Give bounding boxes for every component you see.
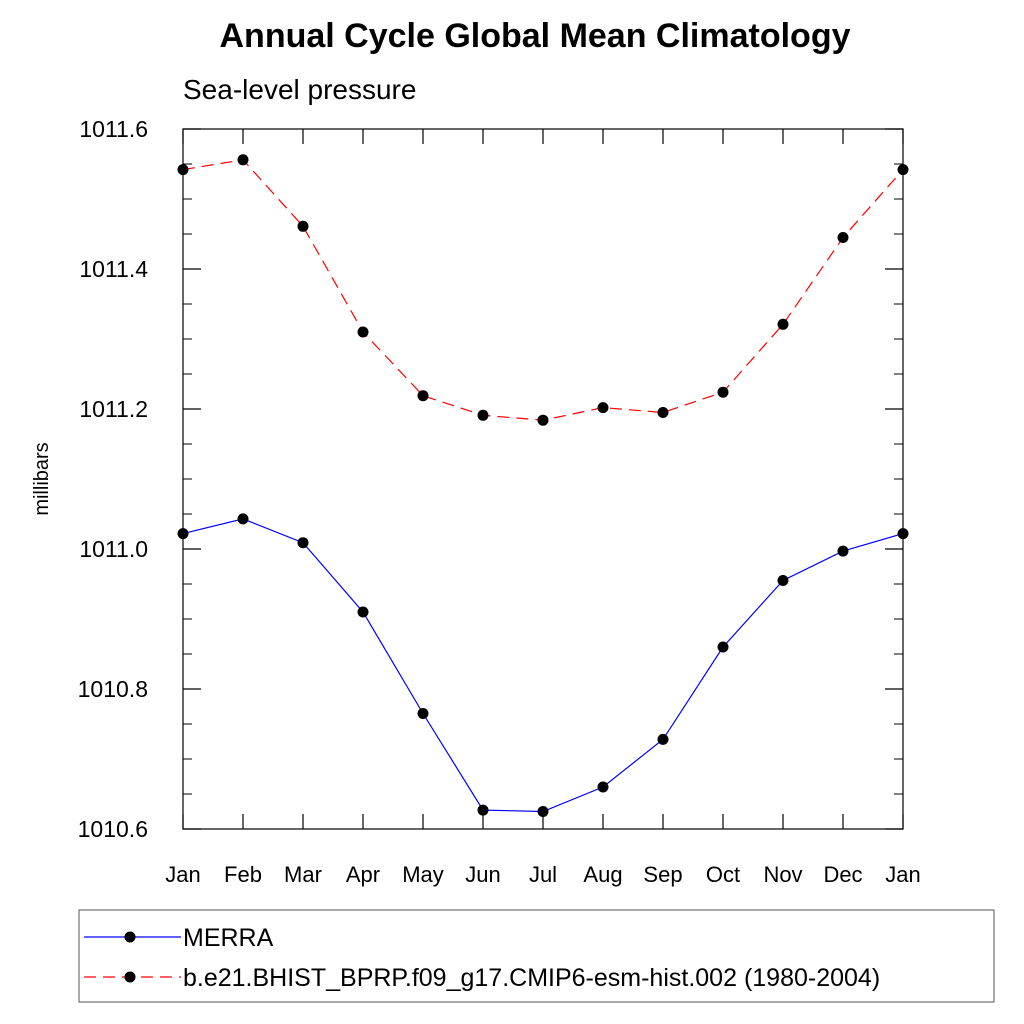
data-point (597, 402, 609, 414)
x-tick-labels: Jan Feb Mar Apr May Jun Jul Aug Sep Oct Nov Dec Jan (165, 862, 920, 887)
data-point (297, 537, 309, 549)
series-layer (177, 154, 909, 817)
x-tick-label: Jan (885, 862, 920, 887)
data-point (657, 407, 669, 418)
series-line (182, 518, 904, 813)
x-tick-label: Nov (763, 862, 802, 887)
chart-title: Annual Cycle Global Mean Climatology (220, 17, 851, 55)
data-point (537, 414, 549, 426)
x-tick-label: Aug (583, 862, 622, 887)
legend-label: MERRA (183, 924, 274, 952)
axis-ticks (182, 128, 904, 830)
y-tick-label: 1011.6 (79, 116, 148, 142)
x-tick-label: Jul (529, 862, 557, 887)
legend-label: b.e21.BHIST_BPRP.f09_g17.CMIP6-esm-hist.… (183, 964, 880, 992)
chart-subtitle: Sea-level pressure (183, 74, 416, 105)
y-axis-label: millibars (31, 442, 53, 515)
data-point (777, 575, 789, 586)
data-point (177, 528, 189, 540)
data-point (897, 528, 909, 540)
legend: MERRA b.e21.BHIST_BPRP.f09_g17.CMIP6-esm-… (84, 924, 880, 992)
data-point (477, 409, 489, 421)
x-tick-label: Mar (284, 862, 322, 887)
data-point (297, 220, 309, 232)
series-line (182, 159, 904, 421)
data-point (477, 804, 489, 816)
data-point (717, 641, 729, 653)
x-tick-label: Sep (643, 862, 682, 887)
data-point (237, 513, 249, 525)
y-tick-labels: 1010.6 1010.8 1011.0 1011.2 1011.4 1011.6 (78, 116, 149, 842)
data-point (417, 390, 429, 402)
x-tick-label: Jun (465, 862, 500, 887)
data-point (357, 606, 369, 618)
y-tick-label: 1010.6 (78, 816, 148, 842)
data-point (357, 326, 369, 338)
data-point (597, 781, 609, 793)
data-point (657, 733, 669, 745)
data-point (837, 545, 849, 557)
x-tick-label: Apr (346, 862, 380, 887)
x-tick-label: Dec (823, 862, 862, 887)
y-tick-label: 1010.8 (78, 676, 148, 702)
data-point (237, 154, 249, 166)
x-tick-label: Feb (224, 862, 262, 887)
y-tick-label: 1011.0 (79, 536, 148, 562)
legend-box (78, 909, 995, 1003)
series-1 (177, 513, 909, 817)
data-point (417, 708, 429, 719)
series-2 (177, 154, 909, 426)
data-point (537, 806, 549, 817)
x-tick-label: Oct (706, 862, 740, 887)
y-tick-label: 1011.2 (79, 396, 148, 422)
data-point (777, 318, 789, 330)
data-point (177, 164, 189, 176)
y-tick-label: 1011.4 (79, 256, 148, 282)
x-tick-label: Jan (165, 862, 200, 887)
data-point (837, 232, 849, 243)
data-point (897, 164, 909, 176)
plot-frame (182, 128, 904, 830)
legend-marker (124, 931, 136, 943)
legend-marker (124, 971, 136, 983)
data-point (717, 386, 729, 398)
x-tick-label: May (402, 862, 444, 887)
